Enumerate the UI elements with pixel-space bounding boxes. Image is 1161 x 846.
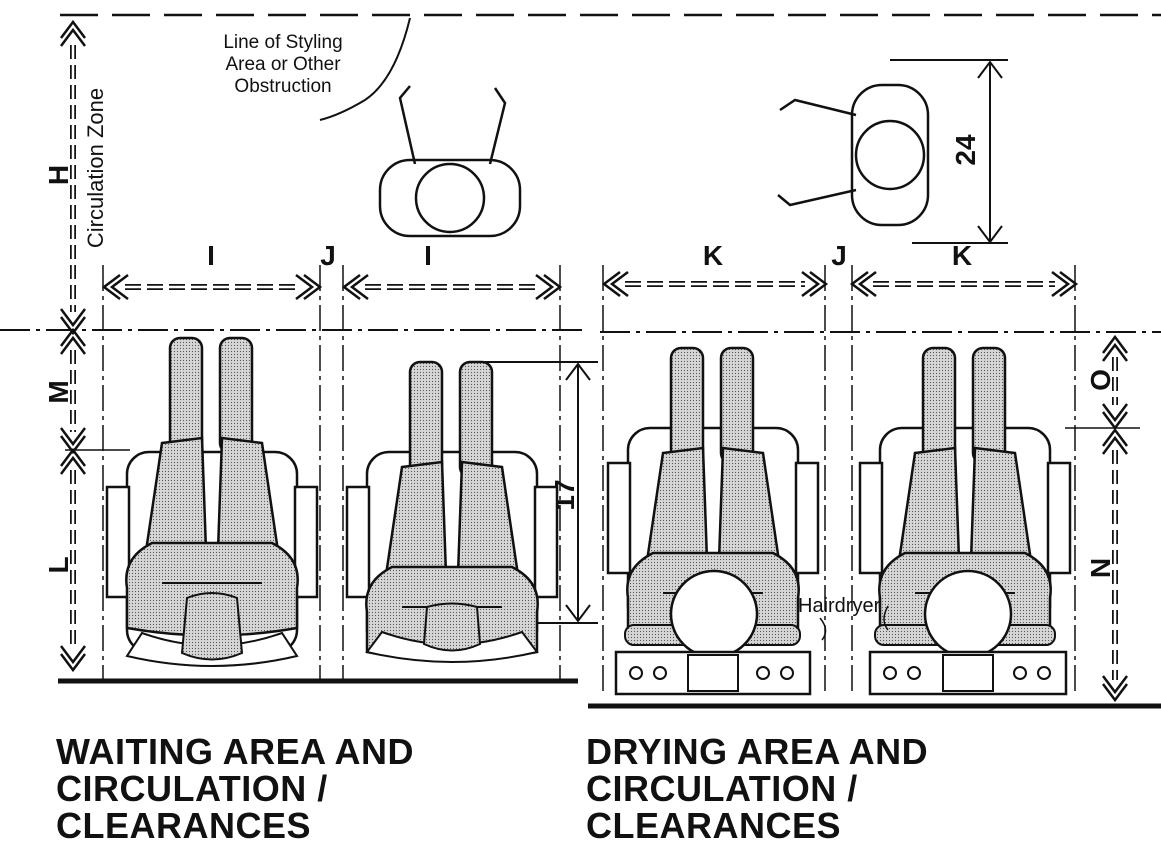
dimension-I-right: [342, 273, 562, 301]
hairdryer-leader-left: [819, 617, 827, 641]
label-K-right: K: [952, 240, 972, 271]
dimension-M: [59, 328, 87, 454]
title-waiting-line-3: CLEARANCES: [56, 805, 312, 846]
label-J-left: J: [320, 240, 336, 271]
obstruction-note-line-1: Line of Styling: [223, 32, 342, 53]
dimension-I-left: [102, 273, 322, 301]
label-K-left: K: [703, 240, 723, 271]
obstruction-note-line-2: Area or Other: [225, 54, 341, 75]
seated-figure-right: [365, 360, 539, 663]
hairdryer-leader-right: [883, 605, 889, 631]
label-24: 24: [950, 134, 981, 166]
title-waiting-line-2: CIRCULATION /: [56, 768, 328, 809]
title-drying-line-3: CLEARANCES: [586, 805, 842, 846]
hairdryer-left: [614, 569, 812, 696]
dimension-K-left: [602, 270, 828, 298]
label-circulation-zone: Circulation Zone: [83, 88, 108, 248]
title-drying-line-1: DRYING AREA AND: [586, 731, 929, 772]
label-I-right: I: [424, 240, 432, 271]
label-O: O: [1085, 369, 1116, 391]
label-M: M: [43, 380, 74, 403]
title-waiting-area: WAITING AREA AND CIRCULATION / CLEARANCE…: [56, 733, 414, 844]
dimension-O: [1101, 335, 1129, 430]
dimension-H: [59, 20, 87, 335]
hairdryer-right: [868, 569, 1068, 696]
hairdryer-label: Hairdryer: [798, 595, 881, 617]
label-N: N: [1085, 558, 1116, 578]
label-H: H: [43, 165, 74, 185]
dimension-24: [890, 59, 1008, 244]
walking-figure-waiting: [378, 84, 522, 238]
title-drying-area: DRYING AREA AND CIRCULATION / CLEARANCES: [586, 733, 928, 844]
title-drying-line-2: CIRCULATION /: [586, 768, 858, 809]
obstruction-note-line-3: Obstruction: [234, 76, 331, 97]
obstruction-leader: [319, 17, 411, 121]
dimension-K-right: [850, 270, 1078, 298]
label-J-right: J: [831, 240, 847, 271]
dimension-N: [1101, 428, 1129, 702]
label-I-left: I: [207, 240, 215, 271]
title-waiting-line-1: WAITING AREA AND: [56, 731, 414, 772]
walking-figure-drying: [776, 83, 930, 227]
dimension-L: [59, 448, 87, 672]
seated-figure-left: [125, 336, 299, 667]
label-L: L: [43, 556, 74, 573]
